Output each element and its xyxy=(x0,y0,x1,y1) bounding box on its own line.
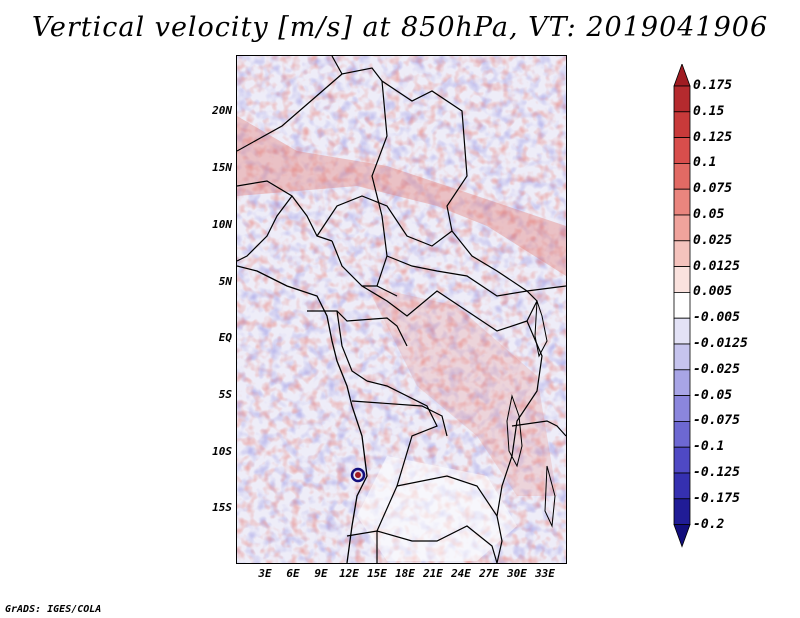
rising-band xyxy=(237,116,566,276)
colorbar-label: -0.2 xyxy=(693,516,725,532)
vertical-velocity-field xyxy=(237,56,566,563)
political-borders xyxy=(237,56,566,563)
colorbar-top-triangle xyxy=(673,64,691,87)
colorbar-label: -0.125 xyxy=(693,465,740,480)
lat-tick-label: 15N xyxy=(212,161,232,174)
colorbar-label: 0.125 xyxy=(693,129,733,145)
colorbar-box xyxy=(673,369,691,396)
rising-zone-east xyxy=(367,286,557,496)
lon-tick-label: 15E xyxy=(367,567,387,580)
coastline xyxy=(237,265,368,563)
colorbar-box xyxy=(673,446,691,474)
lon-tick-label: 3E xyxy=(258,567,272,580)
lake-victoria xyxy=(534,300,548,358)
colorbar-box xyxy=(673,240,691,268)
lon-tick-label: 30E xyxy=(507,567,527,580)
colorbar xyxy=(673,64,691,548)
colorbar-label: -0.1 xyxy=(693,439,725,455)
lon-tick-label: 33E xyxy=(535,567,555,580)
lat-tick-label: 5N xyxy=(218,275,232,288)
colorbar-box xyxy=(673,472,691,500)
colorbar-label: -0.005 xyxy=(693,310,740,326)
lat-tick-label: 10N xyxy=(212,218,232,231)
strong-sinking-spot xyxy=(350,467,366,483)
colorbar-label: 0.05 xyxy=(693,207,725,222)
lat-tick-label: 20N xyxy=(212,104,232,117)
colorbar-box xyxy=(673,291,691,319)
colorbar-box xyxy=(673,317,691,345)
colorbar-label: -0.0125 xyxy=(693,336,748,351)
lon-tick-label: 18E xyxy=(395,567,415,580)
colorbar-label: 0.005 xyxy=(693,284,733,300)
colorbar-box xyxy=(673,137,691,164)
colorbar-box xyxy=(673,188,691,216)
colorbar-box xyxy=(673,420,691,448)
map-plot-area xyxy=(236,55,567,564)
colorbar-label: 0.1 xyxy=(693,155,717,171)
colorbar-label: -0.05 xyxy=(693,387,733,403)
colorbar-box xyxy=(673,498,691,525)
colorbar-box xyxy=(673,85,691,113)
colorbar-label: -0.175 xyxy=(693,490,740,506)
lon-tick-label: 24E xyxy=(451,567,471,580)
colorbar-label: 0.175 xyxy=(693,78,733,93)
lon-tick-label: 27E xyxy=(479,567,499,580)
lon-tick-label: 21E xyxy=(423,567,443,580)
lake-malawi xyxy=(544,465,556,528)
colorbar-bottom-triangle xyxy=(673,524,691,548)
lon-tick-label: 6E xyxy=(286,567,300,580)
colorbar-label: 0.025 xyxy=(693,232,733,248)
colorbar-label: 0.075 xyxy=(693,181,733,197)
lat-tick-label: 10S xyxy=(212,445,232,458)
lat-tick-label: EQ xyxy=(218,331,232,344)
colorbar-box xyxy=(673,163,691,190)
lat-tick-label: 15S xyxy=(212,501,232,514)
map-title: Vertical velocity [m/s] at 850hPa, VT: 2… xyxy=(31,12,769,43)
lon-tick-label: 9E xyxy=(314,567,328,580)
colorbar-box xyxy=(673,214,691,242)
colorbar-box xyxy=(673,111,691,138)
strong-rising-spot xyxy=(355,472,361,478)
colorbar-label: -0.075 xyxy=(693,413,740,429)
lake-tanganyika xyxy=(506,394,523,468)
lon-tick-label: 12E xyxy=(339,567,359,580)
colorbar-box xyxy=(673,343,691,371)
colorbar-box xyxy=(673,395,691,422)
lat-tick-label: 5S xyxy=(218,388,232,401)
colorbar-box xyxy=(673,266,691,293)
grads-credit: GrADS: IGES/COLA xyxy=(5,604,102,615)
colorbar-label: 0.0125 xyxy=(693,258,740,274)
colorbar-label: -0.025 xyxy=(693,361,740,377)
colorbar-label: 0.15 xyxy=(693,103,725,119)
